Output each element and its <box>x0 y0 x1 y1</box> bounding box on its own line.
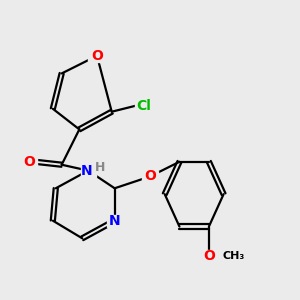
Bar <box>135 100 153 112</box>
Text: O: O <box>23 155 34 169</box>
Bar <box>201 250 217 262</box>
Text: N: N <box>109 214 121 228</box>
Bar <box>142 171 158 182</box>
Text: O: O <box>203 249 215 263</box>
Bar <box>81 165 95 176</box>
Text: H: H <box>95 161 105 174</box>
Text: O: O <box>91 49 103 63</box>
Bar <box>21 156 37 168</box>
Text: N: N <box>81 164 92 178</box>
Text: Cl: Cl <box>137 99 152 113</box>
Text: CH₃: CH₃ <box>222 251 244 261</box>
Bar <box>107 215 122 226</box>
Text: O: O <box>144 169 156 184</box>
Bar <box>88 50 106 62</box>
